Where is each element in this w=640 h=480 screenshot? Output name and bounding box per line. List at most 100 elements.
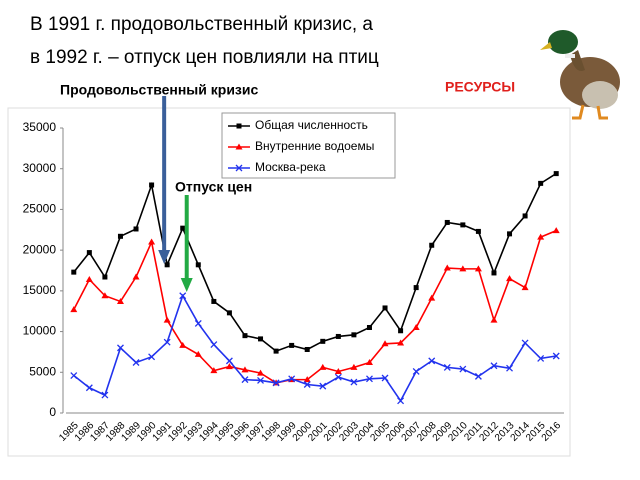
y-tick-label: 10000 — [23, 324, 57, 338]
marker — [351, 332, 357, 338]
marker — [149, 182, 155, 188]
marker — [365, 359, 373, 366]
marker — [553, 171, 559, 177]
marker — [506, 275, 514, 282]
marker — [236, 123, 242, 129]
marker — [335, 333, 341, 339]
marker — [521, 284, 529, 291]
marker — [303, 381, 311, 388]
marker — [235, 164, 243, 172]
marker — [164, 262, 170, 268]
y-tick-label: 0 — [49, 405, 56, 419]
marker — [225, 357, 233, 365]
marker — [443, 264, 451, 271]
marker — [289, 342, 295, 348]
marker — [475, 228, 481, 234]
marker — [490, 316, 498, 323]
marker — [163, 338, 171, 346]
marker — [398, 328, 404, 334]
y-tick-label: 25000 — [23, 202, 57, 216]
marker — [211, 298, 217, 304]
y-tick-label: 30000 — [23, 161, 57, 175]
marker — [381, 374, 389, 382]
annotation: Отпуск цен — [175, 179, 252, 195]
marker — [460, 222, 466, 228]
series-line — [73, 229, 557, 384]
marker — [490, 362, 498, 370]
marker — [148, 353, 156, 361]
marker — [443, 363, 451, 371]
legend-box — [221, 112, 396, 179]
chart-frame — [7, 107, 571, 457]
annotation: Продовольственный кризис — [60, 82, 258, 98]
marker — [474, 265, 482, 272]
marker — [319, 363, 327, 370]
marker — [444, 219, 450, 225]
marker — [226, 310, 232, 316]
marker — [210, 341, 218, 349]
marker — [225, 363, 233, 370]
marker — [163, 316, 171, 323]
marker — [366, 375, 373, 383]
x-tick-label: 2016 — [540, 420, 564, 444]
y-tick-label: 35000 — [23, 120, 57, 134]
marker — [366, 325, 372, 330]
marker — [522, 213, 528, 219]
marker — [521, 339, 529, 347]
marker — [180, 225, 186, 231]
marker — [272, 379, 280, 387]
y-tick-label: 15000 — [23, 283, 57, 297]
legend-label: Общая численность — [255, 118, 368, 132]
marker — [334, 373, 342, 381]
marker — [334, 367, 342, 374]
marker — [506, 364, 513, 372]
marker — [412, 368, 420, 375]
duck-illustration — [540, 30, 620, 120]
marker — [241, 376, 249, 384]
marker — [194, 319, 202, 327]
marker — [116, 297, 124, 304]
marker — [428, 357, 436, 365]
marker — [102, 274, 108, 280]
marker — [86, 250, 92, 256]
marker — [413, 285, 419, 291]
crisis-arrow-head — [158, 250, 171, 264]
price-arrow-head — [180, 278, 193, 292]
marker — [303, 376, 311, 383]
marker — [132, 359, 140, 366]
series-line — [73, 172, 557, 353]
marker — [242, 333, 248, 339]
marker — [320, 338, 326, 344]
marker — [179, 341, 187, 348]
legend-label: Внутренние водоемы — [255, 139, 374, 153]
marker — [382, 305, 388, 311]
marker — [71, 269, 77, 275]
marker — [350, 363, 358, 370]
marker — [304, 346, 310, 352]
y-tick-label: 5000 — [29, 364, 56, 378]
marker — [428, 294, 436, 301]
marker — [381, 340, 389, 347]
marker — [194, 350, 202, 357]
marker — [258, 336, 264, 342]
marker — [397, 397, 405, 405]
marker — [538, 180, 544, 186]
marker — [85, 384, 93, 392]
series-line — [73, 293, 557, 403]
marker — [85, 275, 93, 282]
marker — [319, 382, 327, 390]
slide-title-line: В 1991 г. продовольственный кризис, а — [30, 14, 373, 35]
marker — [257, 369, 265, 376]
marker — [210, 367, 218, 374]
marker — [552, 227, 560, 234]
y-tick-label: 20000 — [23, 242, 57, 256]
marker — [491, 270, 497, 276]
marker — [117, 344, 124, 352]
marker — [148, 238, 156, 245]
marker — [507, 231, 513, 237]
marker — [195, 262, 201, 268]
marker — [70, 306, 78, 313]
marker — [273, 348, 279, 354]
marker — [133, 226, 139, 232]
marker — [70, 372, 78, 380]
